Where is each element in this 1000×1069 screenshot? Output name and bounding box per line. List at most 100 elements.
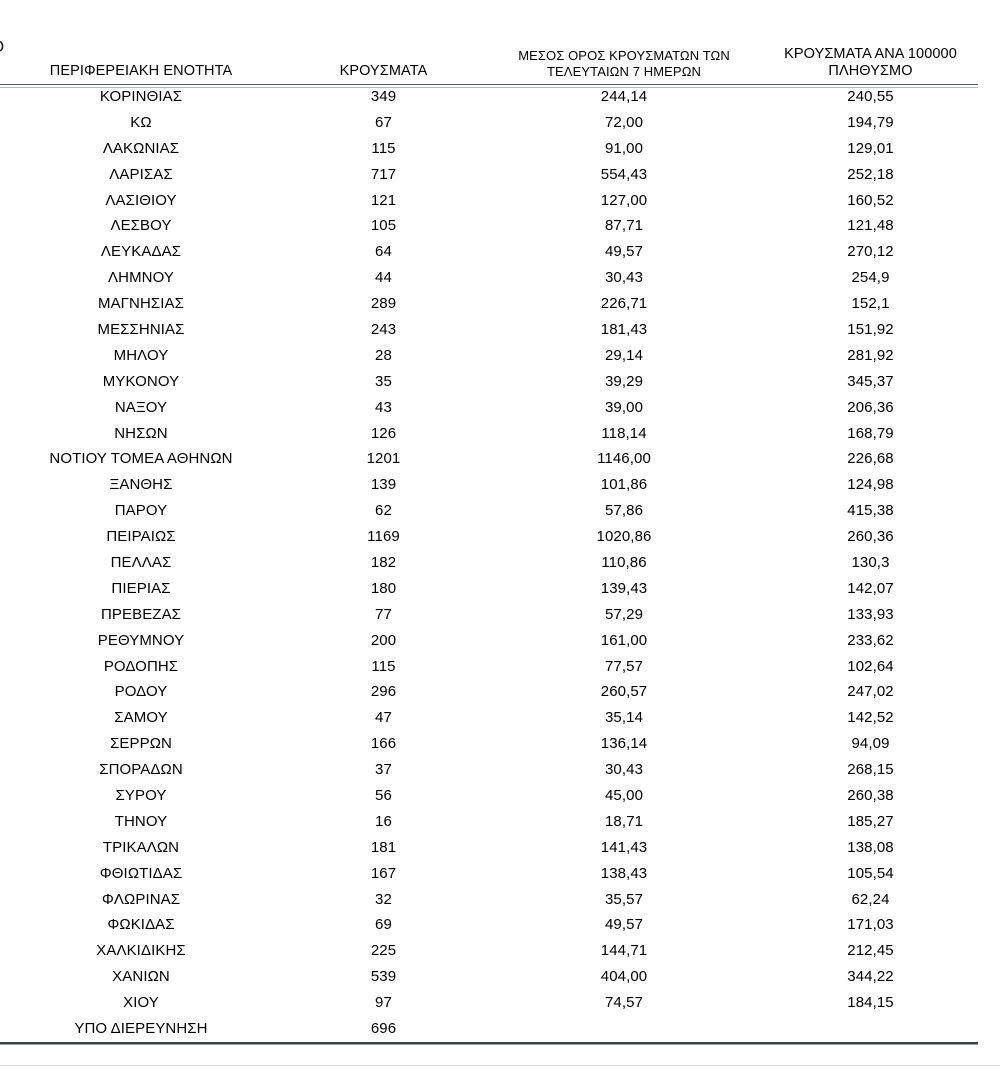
cell-7day-average: 181,43 — [600, 320, 648, 338]
cell-region: ΝΗΣΩΝ — [114, 424, 168, 442]
cell-region: ΦΘΙΩΤΙΔΑΣ — [99, 864, 183, 882]
cell-7day-average: 136,14 — [600, 735, 648, 753]
cell-7day-average: 18,71 — [604, 812, 644, 830]
cell-region: ΠΕΛΛΑΣ — [110, 553, 172, 571]
cell-cases: 43 — [375, 398, 392, 416]
cell-per-100000: 345,37 — [847, 372, 894, 390]
cell-7day-average: 57,86 — [604, 502, 644, 520]
table-row: ΛΑΚΩΝΙΑΣ 115 91,00 129,01 — [0, 136, 978, 162]
cell-cases: 200 — [370, 631, 397, 649]
cell-region: ΚΟΡΙΝΘΙΑΣ — [99, 87, 183, 105]
table-header-row: ΠΕΡΙΦΕΡΕΙΑΚΗ ΕΝΟΤΗΤΑ ΚΡΟΥΣΜΑΤΑ ΜΕΣΟΣ ΟΡΟ… — [0, 34, 978, 84]
cell-per-100000: 281,92 — [847, 346, 894, 364]
cell-cases: 32 — [375, 890, 392, 908]
cell-cases: 696 — [370, 1020, 397, 1037]
cell-per-100000: 212,45 — [847, 942, 894, 960]
cell-per-100000: 185,27 — [847, 812, 894, 830]
table-row: ΣΥΡΟΥ 56 45,00 260,38 — [0, 783, 978, 809]
cell-region: ΛΑΣΙΘΙΟΥ — [105, 191, 177, 209]
cell-per-100000: 247,02 — [847, 683, 894, 701]
table-row: ΣΑΜΟΥ 47 35,14 142,52 — [0, 705, 978, 731]
cell-region: ΡΟΔΟΥ — [114, 683, 168, 701]
cell-cases: 67 — [375, 113, 392, 131]
cell-region: ΡΟΔΟΠΗΣ — [103, 657, 179, 675]
cell-region: ΝΑΞΟΥ — [114, 398, 168, 416]
cell-region: ΠΙΕΡΙΑΣ — [111, 579, 171, 597]
cell-per-100000: 124,98 — [847, 476, 894, 494]
cell-7day-average: 101,86 — [600, 476, 648, 494]
cell-cases: 56 — [375, 786, 392, 804]
header-rule — [0, 84, 978, 85]
cell-region: ΧΑΛΚΙΔΙΚΗΣ — [96, 942, 186, 960]
cell-7day-average: 29,14 — [604, 346, 644, 364]
table-row: ΛΕΣΒΟΥ 105 87,71 121,48 — [0, 213, 978, 239]
cell-cases: 105 — [370, 217, 397, 235]
cell-per-100000: 226,68 — [847, 450, 894, 468]
table-row: ΣΠΟΡΑΔΩΝ 37 30,43 268,15 — [0, 757, 978, 783]
cell-per-100000: 240,55 — [847, 87, 894, 105]
cell-per-100000: 184,15 — [847, 994, 894, 1012]
column-header-cases: ΚΡΟΥΣΜΑΤΑ — [339, 63, 428, 79]
cell-cases: 180 — [370, 579, 397, 597]
cell-per-100000: 270,12 — [847, 243, 894, 261]
cell-cases: 167 — [370, 864, 397, 882]
table-row: ΝΟΤΙΟΥ ΤΟΜΕΑ ΑΘΗΝΩΝ 1201 1146,00 226,68 — [0, 446, 978, 472]
cell-7day-average: 74,57 — [604, 994, 644, 1012]
table-body: ΚΟΡΙΝΘΙΑΣ 349 244,14 240,55 ΚΩ 67 72,00 194,79 Λ… — [0, 84, 978, 1042]
cell-cases: 77 — [375, 605, 392, 623]
cell-7day-average: 39,29 — [604, 372, 644, 390]
cell-cases: 115 — [371, 657, 396, 675]
cell-region: ΠΑΡΟΥ — [114, 502, 168, 520]
table-row: ΝΑΞΟΥ 43 39,00 206,36 — [0, 395, 978, 421]
cell-per-100000: 268,15 — [847, 761, 894, 779]
cell-7day-average: 49,57 — [604, 916, 644, 934]
table-row: ΚΩ 67 72,00 194,79 — [0, 110, 978, 136]
cell-7day-average: 35,57 — [604, 890, 644, 908]
cell-cases: 35 — [375, 372, 392, 390]
cell-7day-average: 127,00 — [600, 191, 648, 209]
cell-7day-average: 30,43 — [604, 761, 644, 779]
table-row: ΦΩΚΙΔΑΣ 69 49,57 171,03 — [0, 913, 978, 939]
cell-per-100000: 129,01 — [847, 139, 894, 157]
cell-region: ΡΕΘΥΜΝΟΥ — [97, 631, 185, 649]
cell-region: ΦΩΚΙΔΑΣ — [107, 916, 175, 934]
table-row: ΦΛΩΡΙΝΑΣ 32 35,57 62,24 — [0, 887, 978, 913]
cell-7day-average: 72,00 — [604, 113, 644, 131]
cell-per-100000: 130,3 — [851, 553, 890, 571]
cell-region: ΥΠΟ ΔΙΕΡΕΥΝΗΣΗ — [74, 1020, 208, 1037]
cell-region: ΤΡΙΚΑΛΩΝ — [102, 838, 180, 856]
cell-per-100000: 151,92 — [847, 320, 894, 338]
cell-region: ΛΗΜΝΟΥ — [108, 269, 174, 287]
cell-region: ΣΑΜΟΥ — [114, 709, 168, 727]
column-header-7day-average: ΜΕΣΟΣ ΟΡΟΣ ΚΡΟΥΣΜΑΤΩΝ ΤΩΝ ΤΕΛΕΥΤΑΙΩΝ 7 Η… — [518, 48, 730, 79]
table-row: ΡΟΔΟΥ 296 260,57 247,02 — [0, 679, 978, 705]
cell-7day-average: 161,00 — [600, 631, 648, 649]
cell-7day-average: 1146,00 — [597, 450, 651, 468]
table-row: ΧΑΛΚΙΔΙΚΗΣ 225 144,71 212,45 — [0, 938, 978, 964]
cell-per-100000: 233,62 — [847, 631, 894, 649]
table-row: ΜΕΣΣΗΝΙΑΣ 243 181,43 151,92 — [0, 317, 978, 343]
cell-per-100000: 142,52 — [847, 709, 894, 727]
cell-per-100000: 252,18 — [847, 165, 894, 183]
table-row: ΤΗΝΟΥ 16 18,71 185,27 — [0, 809, 978, 835]
cell-region: ΦΛΩΡΙΝΑΣ — [101, 890, 181, 908]
cell-cases: 166 — [370, 735, 397, 753]
cell-7day-average: 404,00 — [600, 968, 648, 986]
cell-region: ΜΥΚΟΝΟΥ — [102, 372, 180, 390]
table-row: ΜΗΛΟΥ 28 29,14 281,92 — [0, 343, 978, 369]
cell-7day-average: 144,71 — [600, 942, 648, 960]
cell-region: ΣΥΡΟΥ — [115, 786, 167, 804]
cell-cases: 296 — [370, 683, 397, 701]
cell-7day-average: 138,43 — [600, 864, 648, 882]
cell-7day-average: 1020,86 — [596, 528, 652, 546]
table-row: ΚΟΡΙΝΘΙΑΣ 349 244,14 240,55 — [0, 84, 978, 110]
table-bottom-rule — [0, 1042, 978, 1044]
table-row: ΠΕΛΛΑΣ 182 110,86 130,3 — [0, 550, 978, 576]
table-row: ΦΘΙΩΤΙΔΑΣ 167 138,43 105,54 — [0, 861, 978, 887]
table-row: ΠΕΙΡΑΙΩΣ 1169 1020,86 260,36 — [0, 524, 978, 550]
cell-7day-average: 30,43 — [604, 269, 644, 287]
cell-per-100000 — [763, 1016, 978, 1042]
cell-7day-average: 91,00 — [604, 139, 644, 157]
cell-7day-average: 139,43 — [600, 579, 648, 597]
cell-7day-average: 118,14 — [601, 424, 647, 442]
